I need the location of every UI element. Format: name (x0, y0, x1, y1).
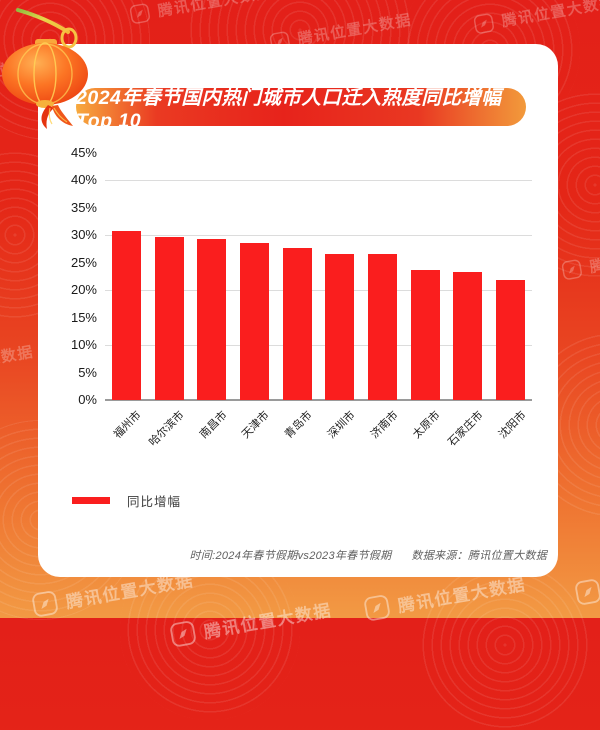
chart-card: 0% 5% 10% 15% 20% 25% 30% 35% 40% 45% 福州市 哈尔滨市 南昌市 天津… (38, 44, 558, 577)
watermark-text: 腾讯位置大数据 (500, 0, 600, 30)
bar (496, 279, 526, 400)
bar (410, 269, 440, 400)
compass-icon (575, 579, 600, 605)
chart-gridline (105, 180, 532, 181)
bar (368, 254, 398, 400)
watermark: 腾讯位置大数据 (167, 594, 334, 650)
watermark: 腾讯位置大数据 (471, 0, 600, 36)
y-axis-tick-label: 15% (70, 309, 97, 325)
chart-gridline (105, 290, 532, 291)
x-axis-line (105, 399, 532, 401)
y-axis-tick-label: 30% (70, 227, 97, 242)
legend-label: 同比增幅 (127, 495, 182, 509)
watermark: 腾讯位置大数据 (127, 0, 273, 26)
chart-gridline (105, 345, 532, 346)
chart-title-banner: 2024年春节国内热门城市人口迁入热度同比增幅Top 10 (76, 87, 526, 132)
x-axis-category-label: 南昌市 (197, 409, 230, 441)
legend: 同比增幅 (72, 491, 181, 510)
watermark (572, 576, 600, 608)
compass-icon (364, 595, 390, 621)
watermark: 腾讯位置大数据 (29, 564, 196, 620)
watermark: 腾讯位置大数据 (0, 340, 35, 387)
x-axis-category-label: 天津市 (240, 409, 273, 441)
y-axis-tick-label: 40% (70, 172, 97, 187)
watermark-text: 腾讯位置大数据 (0, 343, 36, 380)
bar (453, 272, 483, 400)
footer-notes: 时间:2024年春节假期vs2023年春节假期 数据来源：腾讯位置大数据 (189, 547, 547, 563)
bar (154, 236, 184, 400)
x-axis-category-label: 青岛市 (282, 409, 315, 441)
y-axis-tick-label: 45% (70, 144, 97, 160)
y-axis-tick-label: 10% (70, 337, 97, 352)
bar (197, 239, 227, 400)
bar-chart: 0% 5% 10% 15% 20% 25% 30% 35% 40% 45% 福州市 哈尔滨市 南昌市 天津… (38, 44, 558, 577)
watermark-text: 腾讯位置大数据 (588, 239, 600, 276)
x-axis-category-label: 深圳市 (325, 409, 358, 441)
chart-gridline (105, 235, 532, 236)
compass-icon (129, 3, 150, 24)
watermark-text: 腾讯位置大数据 (202, 600, 334, 642)
y-axis-tick-label: 0% (78, 392, 97, 407)
bar (111, 231, 141, 400)
x-axis-category-label: 福州市 (112, 409, 144, 441)
source-note: 数据来源：腾讯位置大数据 (411, 550, 547, 562)
compass-icon (561, 259, 582, 280)
watermark: 腾讯位置大数据 (559, 236, 600, 283)
compass-icon (32, 591, 58, 617)
y-axis-tick-label: 35% (70, 199, 97, 215)
compass-icon (473, 13, 494, 34)
bar (282, 248, 312, 400)
legend-swatch (72, 497, 110, 504)
compass-icon (170, 621, 196, 647)
time-note: 时间:2024年春节假期vs2023年春节假期 (189, 550, 392, 562)
y-axis-tick-label: 25% (70, 254, 97, 270)
bar (325, 253, 355, 400)
lantern-icon (2, 8, 88, 129)
x-axis-category-label: 济南市 (368, 409, 401, 441)
x-axis-category-label: 沈阳市 (496, 409, 529, 441)
y-axis-tick-label: 5% (78, 364, 97, 380)
page-title: 2024年春节国内热门城市人口迁入热度同比增幅Top 10 (76, 87, 502, 132)
watermark-text: 腾讯位置大数据 (156, 0, 274, 20)
y-axis-tick-label: 20% (70, 282, 97, 297)
watermark-text: 腾讯位置大数据 (296, 11, 414, 48)
x-axis-category-label: 哈尔滨市 (147, 409, 187, 449)
bar (239, 243, 269, 400)
x-axis-category-label: 太原市 (411, 409, 443, 441)
x-axis-category-label: 石家庄市 (445, 409, 486, 449)
